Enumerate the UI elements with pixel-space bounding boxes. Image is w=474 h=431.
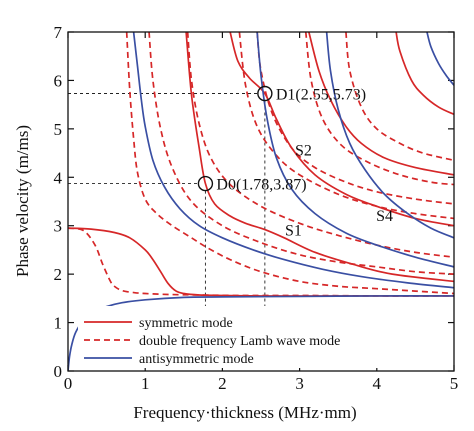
antisymmetric-curve-17 — [426, 32, 454, 86]
y-tick-label: 2 — [54, 265, 63, 284]
y-axis-title: Phase velocity (m/ms) — [13, 125, 32, 277]
dispersion-curves — [68, 32, 454, 371]
x-tick-label: 3 — [295, 374, 304, 393]
symmetric-curve-3 — [308, 32, 454, 176]
antisymmetric-curve-13 — [68, 295, 454, 371]
symmetric-curve-1 — [185, 32, 454, 283]
mode-label: S4 — [376, 208, 393, 225]
y-tick-label: 4 — [54, 168, 63, 187]
legend-label: antisymmetric mode — [139, 352, 254, 367]
double-curve-5 — [68, 227, 454, 297]
x-axis-title: Frequency·thickness (MHz·mm) — [133, 403, 356, 422]
antisymmetric-curve-14 — [132, 32, 454, 289]
y-tick-label: 7 — [54, 23, 63, 42]
symmetric-curve-0 — [68, 227, 454, 297]
antisymmetric-curve-15 — [256, 32, 454, 268]
y-tick-label: 5 — [54, 120, 63, 139]
legend-box — [78, 306, 438, 368]
x-tick-label: 0 — [64, 374, 73, 393]
double-curve-8 — [186, 32, 454, 259]
plot-frame — [67, 31, 455, 372]
y-tick-label: 3 — [54, 217, 63, 236]
mode-label: S1 — [285, 222, 302, 239]
marker-circle — [197, 175, 214, 192]
markers: D0(1.78,3.87) D1(2.55,5.73) — [197, 85, 366, 194]
antisymmetric-curve-16 — [325, 32, 454, 239]
marker-circle — [257, 85, 273, 102]
double-curve-6 — [125, 32, 454, 295]
x-tick-label: 4 — [373, 374, 382, 393]
x-tick-label: 1 — [141, 374, 150, 393]
mode-annotations: S1 S2 S4 — [285, 142, 393, 239]
y-tick-label: 1 — [54, 314, 63, 333]
marker-label: D0(1.78,3.87) — [216, 177, 306, 194]
x-tick-label: 2 — [218, 374, 227, 393]
marker-label: D1(2.55,5.73) — [276, 87, 366, 104]
double-curve-11 — [304, 32, 454, 186]
y-tick-label: 0 — [54, 362, 63, 381]
legend: symmetric mode double frequency Lamb wave… — [78, 306, 438, 368]
double-curve-7 — [148, 32, 454, 275]
mode-label: S2 — [295, 142, 312, 159]
y-tick-label: 6 — [54, 71, 63, 90]
symmetric-curve-2 — [229, 32, 454, 227]
double-curve-10 — [256, 32, 454, 205]
legend-label: symmetric mode — [139, 316, 233, 331]
legend-label: double frequency Lamb wave mode — [139, 334, 340, 349]
symmetric-curve-4 — [395, 32, 454, 116]
double-curve-12 — [345, 32, 454, 162]
x-tick-label: 5 — [450, 374, 459, 393]
